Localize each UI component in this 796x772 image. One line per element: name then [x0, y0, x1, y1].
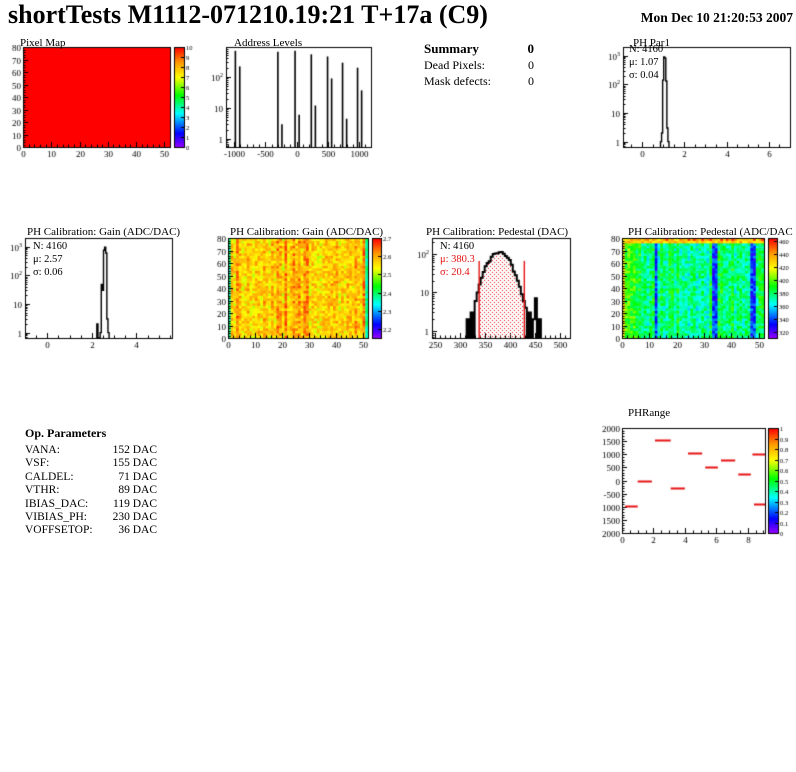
stat-entries: N: 4160 [440, 241, 475, 252]
parameter-label: VSF: [25, 457, 50, 470]
parameter-label: VOFFSETOP: [25, 524, 93, 537]
summary-row-value: 0 [528, 58, 534, 72]
parameter-value: 152 DAC [112, 444, 157, 456]
summary-row-label: Dead Pixels: [424, 58, 485, 72]
op-parameters-block: Op. Parameters VANA: 152 DAC VSF: 155 DAC … [25, 426, 157, 538]
stats-box-ph-par1: N: 4160 μ: 1.07 σ: 0.04 [629, 43, 663, 82]
stat-sigma: σ: 20.4 [440, 267, 470, 278]
timestamp: Mon Dec 10 21:20:53 2007 [640, 10, 793, 25]
summary-heading-value: 0 [527, 41, 535, 56]
parameter-row: IBIAS_DAC: 119 DAC [25, 498, 157, 511]
parameter-value: 119 DAC [113, 497, 157, 510]
summary-row-value: 0 [528, 74, 534, 88]
stat-sigma: σ: 0.04 [629, 70, 659, 81]
summary-block: Summary 0 Dead Pixels: 0 Mask defects: 0 [424, 40, 534, 89]
chart-title-ph-par1: PH Par1 [633, 37, 670, 49]
parameter-row: VSF: 155 DAC [25, 457, 157, 470]
chart-title-gain-map: PH Calibration: Gain (ADC/DAC) [230, 226, 384, 238]
summary-row: Dead Pixels: 0 [424, 57, 534, 73]
stat-entries: N: 4160 [629, 44, 664, 55]
parameter-label: IBIAS_DAC: [25, 497, 89, 510]
parameter-value: 89 DAC [118, 484, 157, 497]
parameter-label: CALDEL: [25, 470, 74, 483]
stat-entries: N: 4160 [33, 241, 68, 252]
parameter-value: 155 DAC [112, 457, 157, 470]
parameter-label: VANA: [25, 444, 60, 456]
stats-box-gain-hist: N: 4160 μ: 2.57 σ: 0.06 [33, 240, 67, 279]
chart-title-pedestal-hist: PH Calibration: Pedestal (DAC) [426, 226, 569, 238]
parameter-row: VTHR: 89 DAC [25, 484, 157, 497]
stat-mean: μ: 380.3 [440, 254, 475, 265]
stat-mean: μ: 2.57 [33, 254, 63, 265]
stats-box-pedestal-hist: N: 4160 μ: 380.3 σ: 20.4 [440, 240, 475, 279]
parameter-value: 36 DAC [118, 524, 157, 537]
op-parameters-heading: Op. Parameters [25, 426, 107, 440]
page-title: shortTests M1112-071210.19:21 T+17a (C9) [8, 0, 488, 29]
chart-title-pixel-map: Pixel Map [20, 37, 66, 49]
chart-title-address-levels: Address Levels [234, 37, 303, 49]
parameter-row: VANA: 152 DAC [25, 444, 157, 457]
chart-title-ph-range: PHRange [628, 407, 671, 419]
summary-heading: Summary [424, 41, 479, 56]
chart-title-pedestal-map: PH Calibration: Pedestal (ADC/DAC [628, 226, 793, 238]
parameter-label: VIBIAS_PH: [25, 511, 87, 524]
parameter-row: VOFFSETOP: 36 DAC [25, 524, 157, 537]
chart-title-gain-hist: PH Calibration: Gain (ADC/DAC) [27, 226, 181, 238]
parameter-label: VTHR: [25, 484, 60, 497]
stat-sigma: σ: 0.06 [33, 267, 63, 278]
parameter-row: CALDEL: 71 DAC [25, 471, 157, 484]
summary-heading-row: Summary 0 [424, 40, 534, 57]
summary-row: Mask defects: 0 [424, 73, 534, 89]
summary-row-label: Mask defects: [424, 74, 491, 88]
parameter-row: VIBIAS_PH: 230 DAC [25, 511, 157, 524]
parameter-value: 71 DAC [118, 470, 157, 483]
stat-mean: μ: 1.07 [629, 57, 659, 68]
parameter-value: 230 DAC [112, 511, 157, 524]
